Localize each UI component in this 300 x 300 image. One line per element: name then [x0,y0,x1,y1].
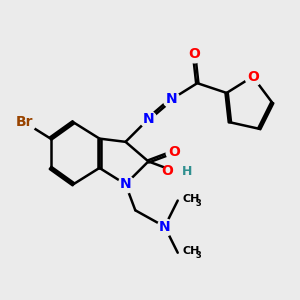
Text: O: O [188,47,200,61]
Text: O: O [161,164,173,178]
Text: O: O [247,70,259,84]
Text: N: N [120,177,131,191]
Text: 3: 3 [196,199,201,208]
Text: 3: 3 [196,251,201,260]
Text: N: N [165,92,177,106]
Text: N: N [142,112,154,126]
Text: CH: CH [183,246,200,256]
Text: H: H [182,165,192,178]
Text: N: N [159,220,170,234]
Text: Br: Br [16,115,33,129]
Text: CH: CH [183,194,200,204]
Text: O: O [169,145,180,159]
